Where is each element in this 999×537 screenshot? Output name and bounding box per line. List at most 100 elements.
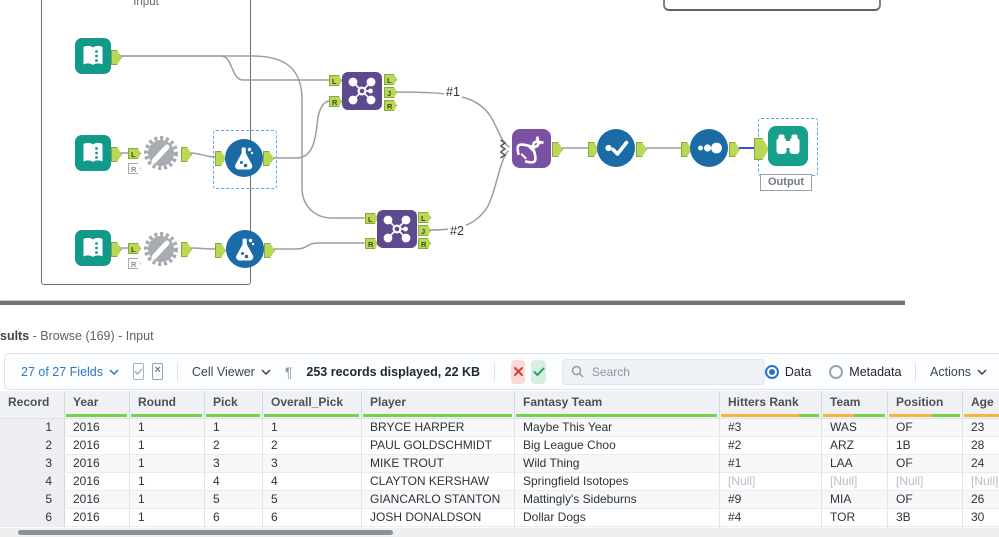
join1-output-R[interactable]: R [384,100,397,111]
record-number-cell[interactable]: 3 [0,455,65,472]
workflow-canvas[interactable]: Input [0,0,999,300]
table-cell[interactable]: 5 [205,491,263,508]
join1-output-L[interactable]: L [384,74,397,85]
join2-output-L[interactable]: L [418,212,431,223]
table-cell[interactable]: 1B [888,437,963,454]
table-cell[interactable]: [Null] [720,473,822,490]
table-cell[interactable]: OF [888,455,963,472]
table-cell[interactable]: 1 [130,491,205,508]
union-multi-input-anchor[interactable] [499,139,508,159]
horizontal-scrollbar[interactable] [0,528,999,537]
table-cell[interactable]: 2016 [65,491,130,508]
join1-input-L[interactable]: L [329,75,342,86]
record-number-cell[interactable]: 4 [0,473,65,490]
table-cell[interactable]: 1 [130,437,205,454]
table-cell[interactable]: PAUL GOLDSCHMIDT [362,437,515,454]
table-cell[interactable]: Mattingly's Sideburns [515,491,720,508]
table-cell[interactable]: 2016 [65,509,130,526]
apply-button[interactable] [531,359,546,384]
table-cell[interactable]: [Null] [822,473,888,490]
table-cell[interactable]: 1 [130,509,205,526]
column-header-age[interactable]: Age [963,391,999,418]
table-cell[interactable]: #4 [720,509,822,526]
table-cell[interactable]: [Null] [888,473,963,490]
deselect-fields-icon[interactable]: × [152,363,164,380]
output-anchor[interactable] [181,147,192,162]
table-cell[interactable]: 2016 [65,473,130,490]
join1-input-R[interactable]: R [329,96,342,107]
comment-box-partial[interactable] [663,0,881,11]
record-number-cell[interactable]: 6 [0,509,65,526]
output-anchor[interactable] [181,242,192,257]
table-cell[interactable]: 4 [263,473,362,490]
table-cell[interactable]: TOR [822,509,888,526]
input-anchor-R[interactable]: R [128,258,141,269]
input-anchor-R[interactable]: R [128,163,141,174]
panel-splitter[interactable] [0,300,905,306]
table-cell[interactable]: 1 [130,419,205,436]
cell-viewer-dropdown[interactable]: Cell Viewer [192,365,271,379]
table-cell[interactable]: 2016 [65,437,130,454]
table-cell[interactable]: MIA [822,491,888,508]
whitespace-toggle-icon[interactable]: ¶ [284,363,293,380]
union-tool[interactable] [512,129,551,171]
radio-data[interactable]: Data [764,364,811,379]
table-cell[interactable]: 2016 [65,419,130,436]
table-cell[interactable]: 6 [205,509,263,526]
output-anchor[interactable] [264,243,275,258]
table-cell[interactable]: 2 [205,437,263,454]
pencil-gear-tool-1[interactable] [142,134,180,175]
input-data-tool-1[interactable] [75,38,111,77]
column-header-year[interactable]: Year [65,391,130,418]
column-header-pick[interactable]: Pick [205,391,263,418]
column-header-player[interactable]: Player [362,391,515,418]
table-cell[interactable]: #1 [720,455,822,472]
join2-output-R[interactable]: R [418,238,431,249]
table-cell[interactable]: Springfield Isotopes [515,473,720,490]
join-tool-1[interactable] [342,72,382,113]
table-cell[interactable]: 3B [888,509,963,526]
table-cell[interactable]: [Null] [963,473,999,490]
table-cell[interactable]: 1 [205,419,263,436]
table-cell[interactable]: 24 [963,455,999,472]
table-cell[interactable]: 30 [963,509,999,526]
actions-dropdown[interactable]: Actions [930,365,987,379]
join1-output-J[interactable]: J [384,87,397,98]
input-anchor-L[interactable]: L [128,243,141,254]
input-data-tool-3[interactable] [75,230,111,269]
record-number-cell[interactable]: 5 [0,491,65,508]
input-anchor[interactable] [215,243,226,258]
table-cell[interactable]: 1 [130,455,205,472]
table-cell[interactable]: #9 [720,491,822,508]
table-cell[interactable]: 5 [263,491,362,508]
formula-tool-1[interactable] [225,139,263,180]
sample-tool[interactable] [690,129,728,170]
output-anchor[interactable] [111,242,122,257]
table-cell[interactable]: 26 [963,491,999,508]
table-cell[interactable]: OF [888,419,963,436]
table-cell[interactable]: 2016 [65,455,130,472]
select-all-fields-checkbox-icon[interactable] [133,363,145,380]
search-box[interactable] [561,358,765,385]
browse-annotation-label[interactable]: Output [760,174,813,191]
table-cell[interactable]: LAA [822,455,888,472]
table-cell[interactable]: 2 [263,437,362,454]
record-number-cell[interactable]: 2 [0,437,65,454]
column-header-fantasy-team[interactable]: Fantasy Team [515,391,720,418]
pencil-gear-tool-2[interactable] [142,230,180,271]
column-header-hitters-rank[interactable]: Hitters Rank [720,391,822,418]
scrollbar-thumb[interactable] [18,530,393,535]
table-cell[interactable]: 23 [963,419,999,436]
radio-metadata[interactable]: Metadata [829,364,901,379]
fields-dropdown[interactable]: 27 of 27 Fields [21,365,119,379]
column-header-overall-pick[interactable]: Overall_Pick [263,391,362,418]
table-cell[interactable]: BRYCE HARPER [362,419,515,436]
table-cell[interactable]: ARZ [822,437,888,454]
connection-annotation-2[interactable]: #2 [448,224,466,238]
table-cell[interactable]: Big League Choo [515,437,720,454]
table-cell[interactable]: 3 [263,455,362,472]
column-header-team[interactable]: Team [822,391,888,418]
table-cell[interactable]: OF [888,491,963,508]
output-anchor[interactable] [636,142,647,157]
table-cell[interactable]: 3 [205,455,263,472]
